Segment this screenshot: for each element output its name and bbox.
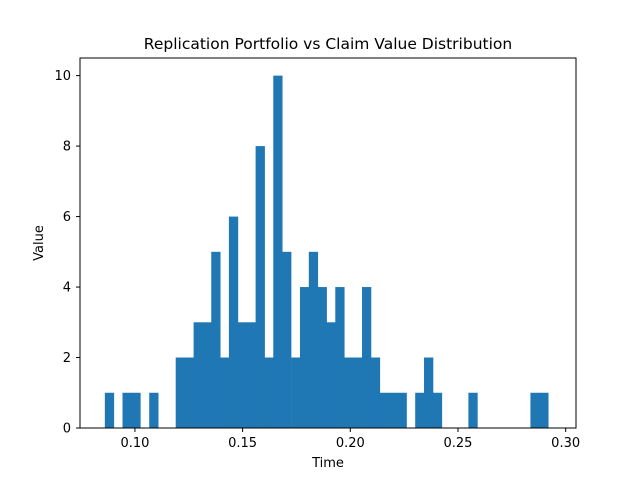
x-axis-label: Time <box>311 456 344 471</box>
histogram-bar <box>211 251 221 428</box>
histogram-bar <box>193 322 203 428</box>
bars-group <box>104 75 549 429</box>
histogram-bar <box>397 392 407 428</box>
histogram-bar <box>530 392 540 428</box>
histogram-bar <box>202 322 212 428</box>
histogram-bar <box>104 392 115 428</box>
histogram-bar <box>175 357 185 428</box>
histogram-bar <box>264 357 274 428</box>
x-tick-label: 0.25 <box>444 436 473 451</box>
histogram-bar <box>335 287 345 428</box>
histogram-bar <box>220 357 230 428</box>
histogram-bar <box>317 287 327 428</box>
y-axis-label: Value <box>32 225 47 261</box>
plot-frame <box>79 57 577 429</box>
histogram-bar <box>273 75 283 429</box>
histogram-bar <box>308 251 319 428</box>
histogram-bar <box>379 392 389 428</box>
chart-title: Replication Portfolio vs Claim Value Dis… <box>144 35 512 53</box>
histogram-bar <box>326 322 336 428</box>
x-axis-ticks: 0.10 0.15 0.20 0.25 0.30 <box>120 428 580 451</box>
histogram-bar <box>299 287 310 428</box>
histogram-bar <box>415 392 425 428</box>
y-tick-label: 8 <box>63 140 71 155</box>
histogram-bar <box>388 392 398 428</box>
histogram-bar <box>255 146 265 428</box>
y-tick-label: 4 <box>63 281 71 296</box>
histogram-bar <box>344 357 354 428</box>
x-tick-label: 0.10 <box>120 436 149 451</box>
histogram-bar <box>539 392 549 428</box>
histogram-bar <box>291 357 301 428</box>
histogram-bar <box>122 392 132 428</box>
histogram-bar <box>228 216 239 428</box>
y-tick-label: 6 <box>63 210 71 225</box>
histogram-bar <box>362 287 372 428</box>
histogram-bar <box>468 392 478 428</box>
histogram-bar <box>353 357 363 428</box>
histogram-bar <box>370 357 381 428</box>
histogram-bar <box>237 322 248 428</box>
histogram-bar <box>246 322 257 428</box>
y-tick-label: 10 <box>54 69 71 84</box>
y-tick-label: 2 <box>63 351 71 366</box>
histogram-bar <box>282 251 292 428</box>
histogram-bar <box>424 357 434 428</box>
y-tick-label: 0 <box>63 422 71 437</box>
x-tick-label: 0.20 <box>336 436 365 451</box>
histogram-bar <box>149 392 159 428</box>
x-tick-label: 0.30 <box>551 436 580 451</box>
histogram-bar <box>184 357 195 428</box>
histogram-bar <box>131 392 141 428</box>
x-tick-label: 0.15 <box>228 436 257 451</box>
y-axis-ticks: 0 2 4 6 8 10 <box>54 69 80 437</box>
histogram-bar <box>432 392 443 428</box>
